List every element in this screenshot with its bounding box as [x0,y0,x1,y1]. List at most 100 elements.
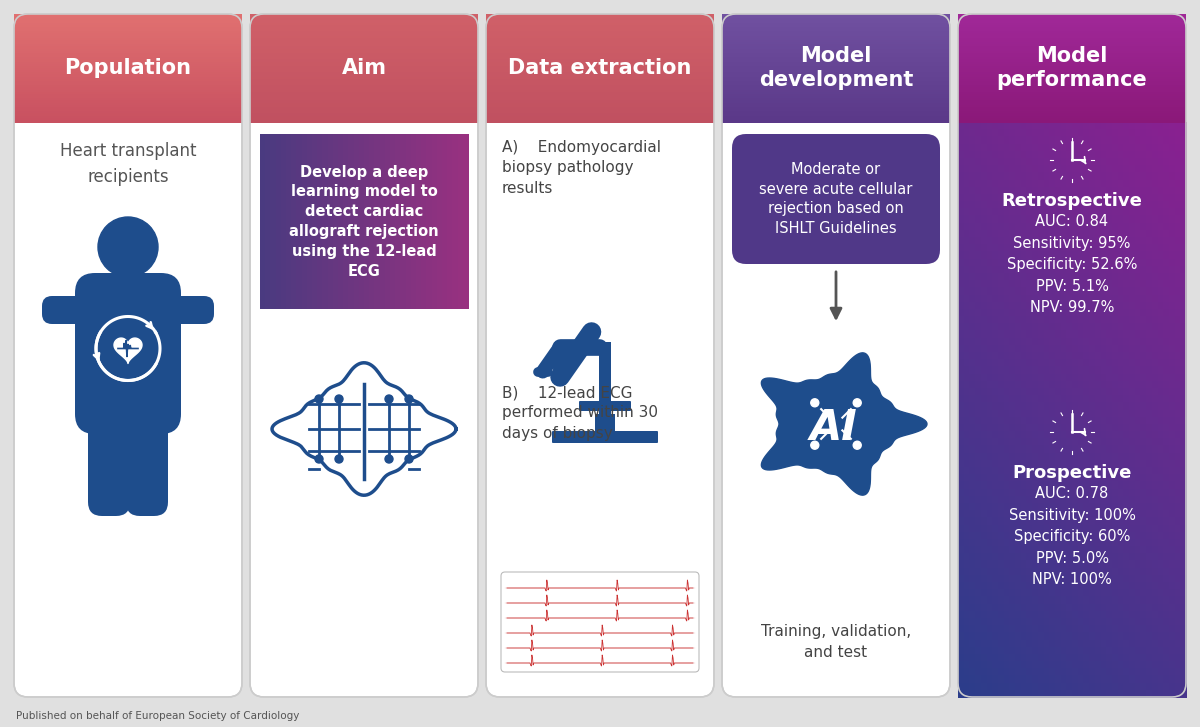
Bar [486,74,714,78]
Bar [1106,424,1112,432]
Bar [486,94,714,97]
Bar [1009,668,1016,676]
Bar [1181,280,1187,289]
Bar [250,111,478,114]
Bar [1015,158,1021,166]
Text: Model
performance: Model performance [997,46,1147,90]
Bar [1049,366,1056,374]
Bar [323,134,329,309]
Bar [437,134,443,309]
Bar [1049,496,1056,504]
Bar [1129,345,1135,353]
Bar [1106,187,1112,195]
Bar [1152,438,1158,446]
Bar [1055,489,1062,497]
Bar [1112,603,1118,611]
Bar [1135,424,1141,432]
Bar [1084,690,1090,698]
Bar [1015,603,1021,611]
Bar [1061,632,1067,640]
Polygon shape [761,353,928,495]
Bar [1072,575,1079,583]
Bar [1049,252,1056,260]
Bar [1032,568,1039,576]
Bar [1072,668,1079,676]
Bar [1032,122,1039,130]
Bar [1090,287,1096,295]
Bar [1072,374,1079,382]
Bar [1067,668,1073,676]
Bar [998,467,1004,475]
Bar [250,31,478,34]
Bar [1163,661,1170,670]
Bar [1135,158,1141,166]
Bar [359,134,365,309]
Bar [992,359,998,367]
Bar [1100,345,1108,353]
Bar [1117,331,1124,339]
Bar [1158,143,1164,152]
Bar [1169,524,1176,533]
Bar [980,331,988,339]
Bar [986,259,994,267]
Bar [1067,244,1073,252]
Bar [1117,453,1124,461]
Bar [1169,467,1176,475]
Bar [1021,546,1027,554]
Bar [1094,568,1102,576]
Bar [1049,675,1056,683]
Bar [1078,654,1085,662]
Bar [1003,453,1010,461]
Bar [970,589,976,598]
Bar [1117,374,1124,382]
Bar [1163,331,1170,339]
Bar [1140,172,1147,180]
Bar [1146,273,1153,281]
Bar [970,374,976,382]
Bar [1112,575,1118,583]
Bar [998,546,1004,554]
Bar [1067,503,1073,511]
Bar [1067,647,1073,655]
Bar [1084,524,1090,533]
Bar [1112,252,1118,260]
Bar [1003,122,1010,130]
Bar [1106,654,1112,662]
Bar [1049,194,1056,202]
Bar [1049,481,1056,489]
Bar [1038,122,1044,130]
Bar [1003,316,1010,324]
Bar [1021,453,1027,461]
Bar [1163,453,1170,461]
Bar [1117,316,1124,324]
Bar [1015,337,1021,346]
Bar [964,531,971,540]
Bar [286,134,293,309]
Bar [958,87,1186,91]
Bar [1094,632,1102,640]
Bar [1055,222,1062,230]
Bar [1009,582,1016,590]
Bar [1175,388,1181,396]
Bar [964,359,971,367]
Bar [1094,596,1102,605]
Bar [1049,273,1056,281]
Bar [958,137,965,145]
Bar [1181,467,1187,475]
Bar [1146,611,1153,619]
Bar [976,366,982,374]
Bar [1003,568,1010,576]
Bar [1158,632,1164,640]
Bar [1152,359,1158,367]
Bar [1003,524,1010,533]
Bar [1181,524,1187,533]
Bar [1094,459,1102,468]
Bar [1094,359,1102,367]
Bar [1078,331,1085,339]
Bar [1163,172,1170,180]
Bar [1009,237,1016,245]
Bar [976,446,982,454]
Bar [1100,222,1108,230]
Bar [1090,294,1096,302]
Bar [976,510,982,518]
